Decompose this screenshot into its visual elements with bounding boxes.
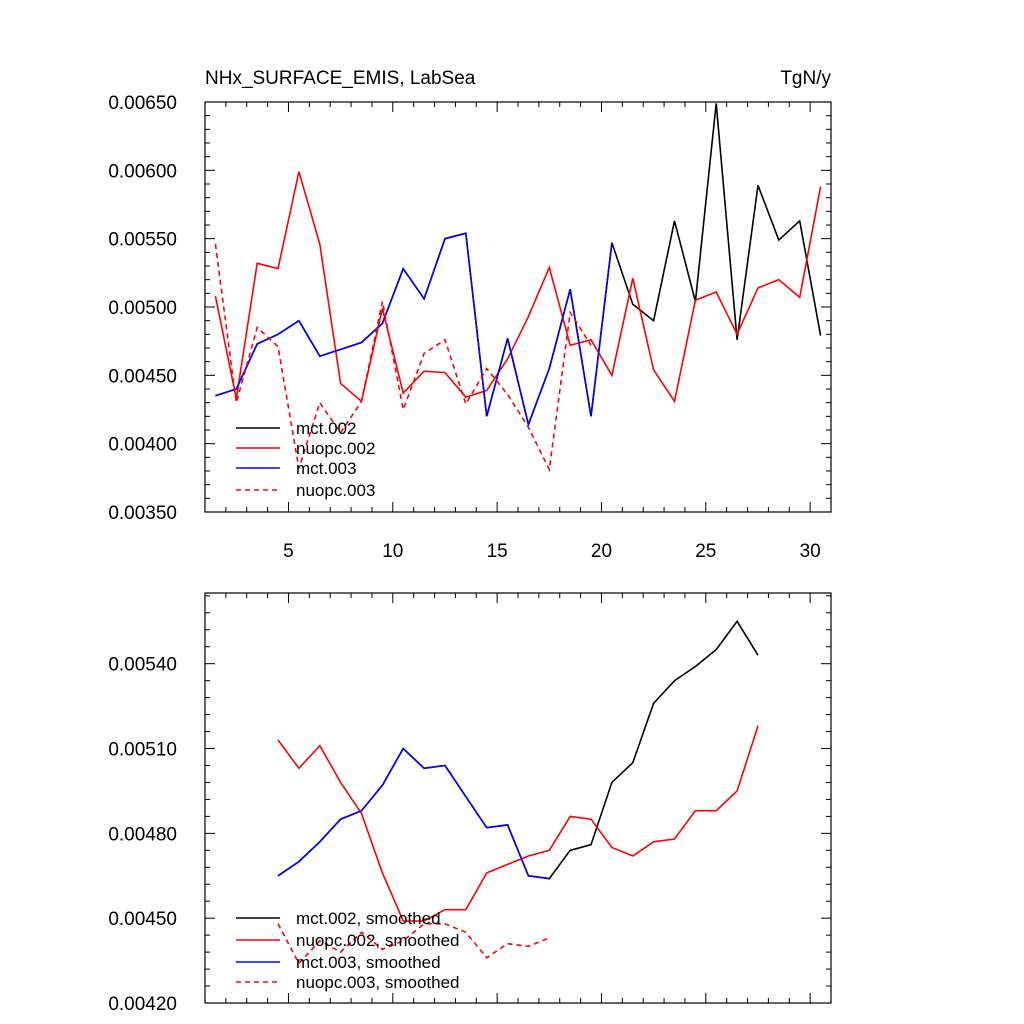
- top-series-nuopc-002: [214, 171, 822, 404]
- bottom-y-tick-label: 0.00420: [108, 994, 177, 1015]
- bottom-panel: 0.00420 0.00450 0.00480 0.00510 0.00540 mct.0…: [108, 592, 832, 1015]
- chart-title: NHx_SURFACE_EMIS, LabSea: [205, 68, 476, 89]
- top-legend-label: nuopc.002: [296, 439, 375, 458]
- top-legend-label: nuopc.003: [296, 481, 375, 500]
- top-y-tick-label: 0.00650: [108, 93, 177, 114]
- top-x-tick-label: 30: [800, 541, 821, 562]
- bottom-series-nuopc-002-smoothed: [277, 725, 759, 922]
- top-x-tick-label: 25: [695, 541, 716, 562]
- top-legend-label: mct.003: [296, 459, 356, 478]
- top-y-tick-label: 0.00450: [108, 366, 177, 387]
- bottom-legend-label: mct.002, smoothed: [296, 909, 441, 928]
- bottom-y-tick-label: 0.00510: [108, 740, 177, 761]
- top-x-tick-label: 5: [283, 541, 294, 562]
- top-legend-label: mct.002: [296, 419, 356, 438]
- top-panel: 5 10 15 20 25 30 0.00350 0.00400 0.00450 0.00500 0…: [108, 68, 832, 562]
- bottom-y-tick-label: 0.00450: [108, 909, 177, 930]
- top-series-mct-003: [215, 232, 613, 428]
- top-y-tick-label: 0.00350: [108, 503, 177, 524]
- bottom-y-tick-label: 0.00480: [108, 824, 177, 845]
- bottom-series-mct-003-smoothed: [277, 747, 550, 880]
- top-y-tick-label: 0.00400: [108, 435, 177, 456]
- top-y-tick-label: 0.00600: [108, 161, 177, 182]
- top-series-nuopc-003: [214, 243, 592, 473]
- bottom-legend-label: nuopc.003, smoothed: [296, 973, 460, 992]
- bottom-series-nuopc-003-smoothed: [277, 922, 550, 965]
- top-x-tick-label: 20: [591, 541, 612, 562]
- units-label: TgN/y: [780, 68, 831, 89]
- top-x-tick-label: 15: [487, 541, 508, 562]
- bottom-legend-label: nuopc.002, smoothed: [296, 931, 460, 950]
- top-x-tick-label: 10: [382, 541, 403, 562]
- bottom-legend-label: mct.003, smoothed: [296, 953, 441, 972]
- bottom-y-tick-label: 0.00540: [108, 655, 177, 676]
- top-y-tick-label: 0.00500: [108, 298, 177, 319]
- top-y-tick-label: 0.00550: [108, 230, 177, 251]
